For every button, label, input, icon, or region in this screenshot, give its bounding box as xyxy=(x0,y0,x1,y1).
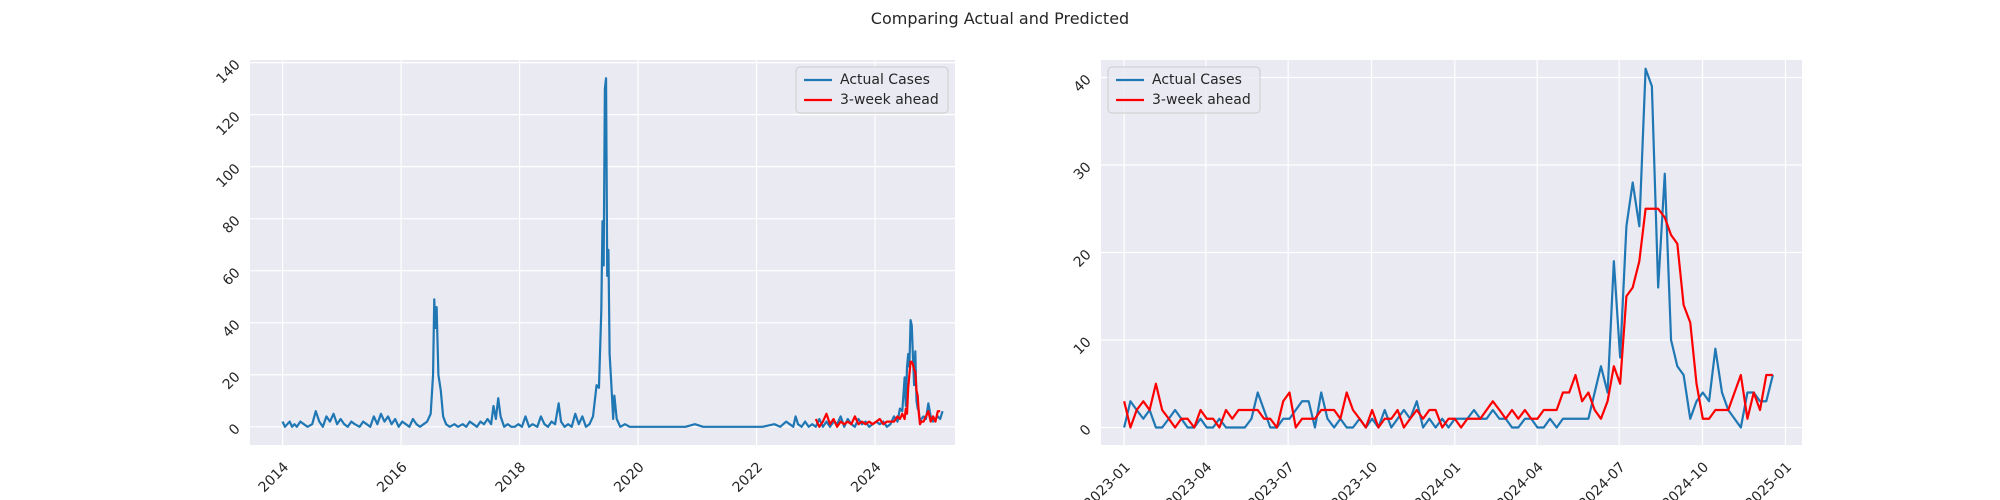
y-tick-label: 40 xyxy=(1071,72,1095,96)
x-tick-label: 2023-07 xyxy=(1245,459,1298,500)
legend-box xyxy=(795,66,949,114)
legend-label: 3-week ahead xyxy=(840,92,939,108)
legend-box xyxy=(1107,66,1261,114)
x-tick-label: 2014 xyxy=(256,459,293,496)
series-lines xyxy=(281,77,944,428)
x-tick-label: 2025-01 xyxy=(1742,459,1795,500)
x-tick-label: 2024-04 xyxy=(1494,459,1547,500)
y-tick-label: 0 xyxy=(226,421,244,439)
y-tick-label: 10 xyxy=(1071,334,1095,358)
legend-label: 3-week ahead xyxy=(1152,92,1251,108)
chart-recent-zoom: 2023-01 2023-04 2023-07 2023-10 2024-01 2024-… xyxy=(1071,60,1802,500)
y-tick-label: 120 xyxy=(213,109,243,139)
series-line-actual-cases xyxy=(1123,67,1774,429)
y-axis-ticks: 0 20 40 60 80 100 120 140 xyxy=(213,57,243,439)
y-tick-label: 100 xyxy=(213,161,243,191)
y-tick-label: 60 xyxy=(220,265,244,289)
legend: Actual Cases 3-week ahead xyxy=(1107,66,1261,114)
grid-lines xyxy=(1101,60,1802,445)
x-tick-label: 2024-07 xyxy=(1576,459,1629,500)
x-axis-ticks: 2023-01 2023-04 2023-07 2023-10 2024-01 2024-… xyxy=(1081,459,1795,500)
y-tick-label: 20 xyxy=(1071,247,1095,271)
legend-label: Actual Cases xyxy=(840,72,930,88)
x-tick-label: 2022 xyxy=(730,459,767,496)
series-line-three-week-ahead xyxy=(1123,207,1773,429)
x-axis-ticks: 2014 2016 2018 2020 2022 2024 xyxy=(256,459,885,496)
y-axis-ticks: 0 10 20 30 40 xyxy=(1071,72,1095,440)
series-line-three-week-ahead xyxy=(814,360,941,428)
legend: Actual Cases 3-week ahead xyxy=(795,66,949,114)
figure-title: Comparing Actual and Predicted xyxy=(871,9,1129,28)
x-tick-label: 2020 xyxy=(611,459,648,496)
y-tick-label: 40 xyxy=(220,317,244,341)
y-tick-label: 30 xyxy=(1071,159,1095,183)
legend-label: Actual Cases xyxy=(1152,72,1242,88)
y-tick-label: 20 xyxy=(220,369,244,393)
x-tick-label: 2023-10 xyxy=(1328,459,1381,500)
x-tick-label: 2024 xyxy=(848,459,885,496)
x-tick-label: 2016 xyxy=(374,459,411,496)
series-lines xyxy=(1123,67,1774,429)
x-tick-label: 2023-01 xyxy=(1081,459,1134,500)
series-line-actual-cases xyxy=(281,77,944,428)
x-tick-label: 2024-10 xyxy=(1659,459,1712,500)
x-tick-label: 2024-01 xyxy=(1412,459,1465,500)
y-tick-label: 140 xyxy=(213,57,243,87)
y-tick-label: 0 xyxy=(1077,422,1095,440)
chart-full-history: 2014 2016 2018 2020 2022 2024 0 20 40 60 80 100 120… xyxy=(213,57,955,496)
y-tick-label: 80 xyxy=(220,213,244,237)
x-tick-label: 2018 xyxy=(493,459,530,496)
x-tick-label: 2023-04 xyxy=(1163,459,1216,500)
